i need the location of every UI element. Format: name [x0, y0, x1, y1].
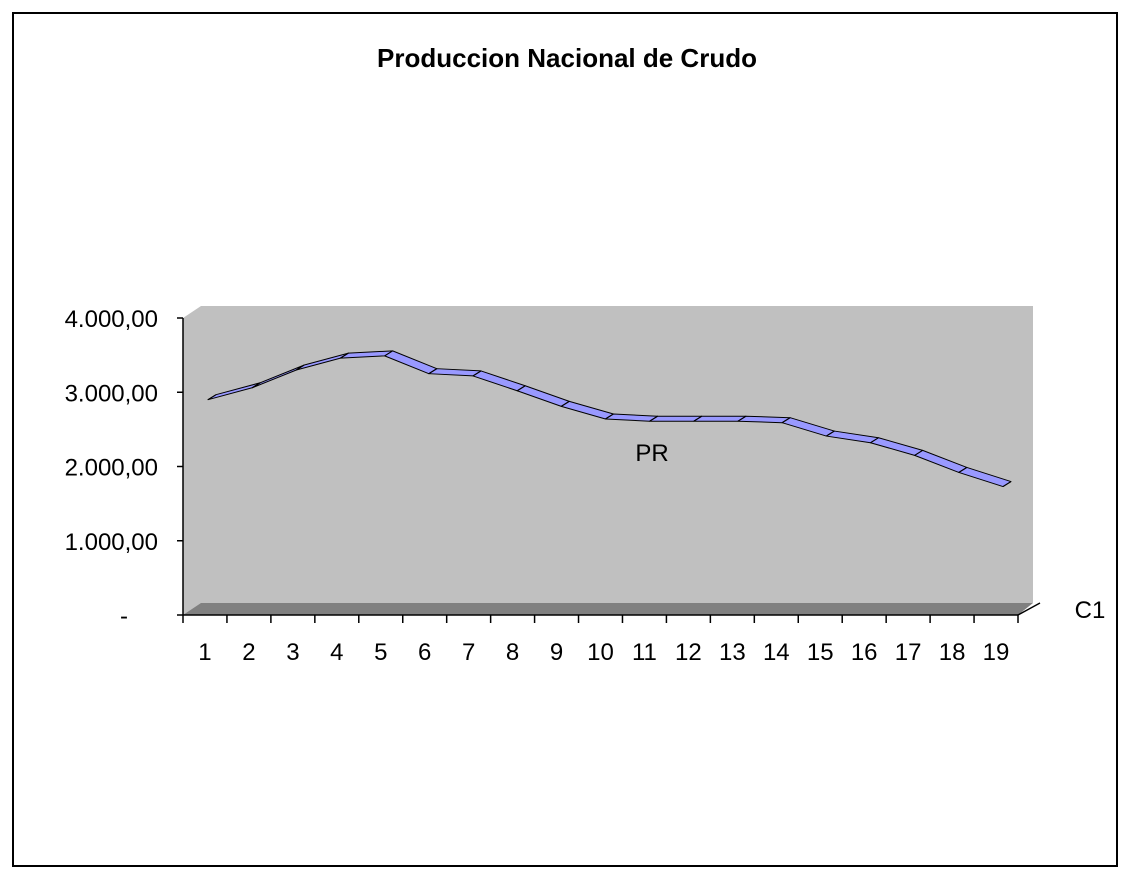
x-tick-label: 3 [286, 639, 299, 666]
x-tick-label: 8 [506, 639, 519, 666]
chart-back-wall [183, 306, 1033, 615]
data-point-13 [737, 415, 747, 422]
data-point-6 [428, 368, 438, 375]
data-point-17 [914, 449, 923, 456]
x-tick-label: 9 [550, 639, 563, 666]
x-tick-label: 12 [675, 639, 702, 666]
data-point-9 [561, 400, 570, 407]
data-point-8 [516, 385, 526, 392]
y-axis-ticks: - 1.000,00 2.000,00 3.000,00 4.000,00 [65, 306, 183, 630]
data-point-2 [251, 382, 261, 389]
chart-title: Produccion Nacional de Crudo [377, 43, 757, 73]
y-tick-label: 3.000,00 [65, 380, 158, 407]
data-point-1 [207, 394, 217, 401]
x-tick-label: 17 [895, 639, 922, 666]
x-tick-label: 11 [632, 639, 657, 666]
chart-floor [183, 603, 1033, 615]
data-point-10 [605, 413, 614, 420]
series-axis-label: C1 [1075, 597, 1106, 624]
data-point-18 [958, 467, 968, 473]
y-tick-label: 2.000,00 [65, 455, 158, 482]
x-tick-label: 15 [807, 639, 834, 666]
x-tick-label: 4 [330, 639, 343, 666]
y-tick-label: 1.000,00 [65, 529, 158, 556]
x-tick-label: 19 [983, 639, 1010, 666]
data-point-12 [693, 415, 703, 422]
y-tick-label: 4.000,00 [65, 306, 158, 333]
data-point-4 [340, 352, 349, 359]
line-segment-11 [649, 415, 703, 422]
line-segment-13 [737, 415, 791, 424]
series-name-label: PR [635, 440, 668, 467]
data-point-14 [781, 417, 791, 424]
x-tick-label: 2 [242, 639, 255, 666]
data-point-15 [826, 430, 835, 437]
x-tick-label: 18 [939, 639, 966, 666]
data-point-7 [472, 370, 482, 377]
data-series-ribbon [207, 350, 1012, 488]
x-tick-label: 16 [851, 639, 878, 666]
x-tick-label: 5 [374, 639, 387, 666]
data-point-19 [1002, 481, 1012, 487]
x-tick-label: 6 [418, 639, 431, 666]
depth-axis [1017, 602, 1041, 616]
x-tick-label: 13 [719, 639, 746, 666]
data-point-11 [649, 415, 658, 422]
x-tick-label: 14 [763, 639, 790, 666]
data-point-3 [296, 364, 305, 371]
x-tick-label: 10 [587, 639, 614, 666]
x-tick-label: 1 [198, 639, 211, 666]
x-axis-ticks: 1 2 3 4 5 6 7 8 9 10 11 12 13 14 15 16 17 18 19 [182, 615, 1019, 666]
data-point-16 [870, 437, 879, 444]
x-tick-label: 7 [462, 639, 475, 666]
y-tick-label: - [120, 603, 128, 630]
data-point-5 [384, 350, 393, 357]
line-segment-12 [693, 415, 747, 422]
